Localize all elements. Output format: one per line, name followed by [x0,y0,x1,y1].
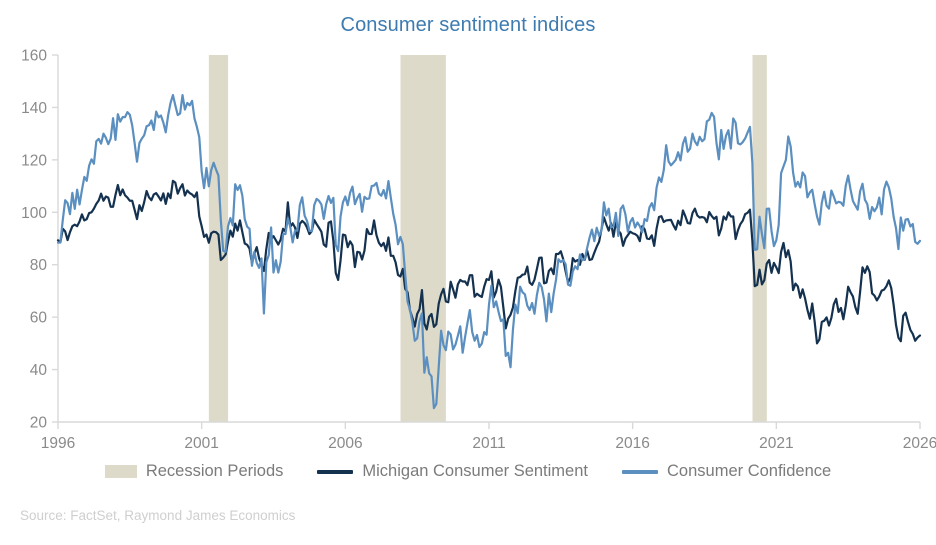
legend-swatch-line-icon [622,469,658,474]
chart-plot-area: 20 40 60 80 100 120 140 160 1996 2001 2006 2011 201… [21,48,936,453]
legend-item[interactable]: Michigan Consumer Sentiment [317,462,588,481]
legend-item-label: Consumer Confidence [667,462,832,480]
x-tick-labels: 1996 2001 2006 2011 2016 2021 2026 [41,435,936,452]
legend-swatch-line-icon [317,469,354,474]
x-axis [57,421,921,429]
legend-item-label: Recession Periods [145,462,284,480]
series-line [56,94,922,410]
source-note: Source: FactSet, Raymond James Economics [20,508,296,523]
x-tick-label: 2016 [615,435,649,452]
series-lines [56,94,922,410]
chart-title: Consumer sentiment indices [340,14,596,36]
x-tick-label: 2026 [903,435,936,452]
x-tick-label: 2001 [184,435,218,452]
y-tick-label: 100 [21,205,47,222]
x-tick-label: 2011 [472,435,505,452]
y-tick-label: 140 [21,100,47,117]
y-tick-label: 160 [21,48,47,65]
y-tick-label: 20 [30,415,48,432]
legend-swatch-box-icon [104,465,137,478]
legend-item[interactable]: Consumer Confidence [622,462,831,481]
y-tick-label: 60 [30,310,48,327]
x-tick-label: 2006 [328,435,362,452]
y-tick-labels: 20 40 60 80 100 120 140 160 [21,48,47,432]
recession-band [752,55,767,422]
series-line [56,179,922,345]
chart-legend: Recession Periods Michigan Consumer Senti… [0,462,936,481]
y-tick-label: 80 [30,257,48,274]
x-tick-label: 2021 [759,435,793,452]
y-axis [52,54,59,423]
legend-item-label: Michigan Consumer Sentiment [362,462,588,480]
y-tick-label: 40 [30,362,48,379]
legend-item[interactable]: Recession Periods [104,462,284,481]
y-tick-label: 120 [21,152,47,169]
x-tick-label: 1996 [41,435,75,452]
